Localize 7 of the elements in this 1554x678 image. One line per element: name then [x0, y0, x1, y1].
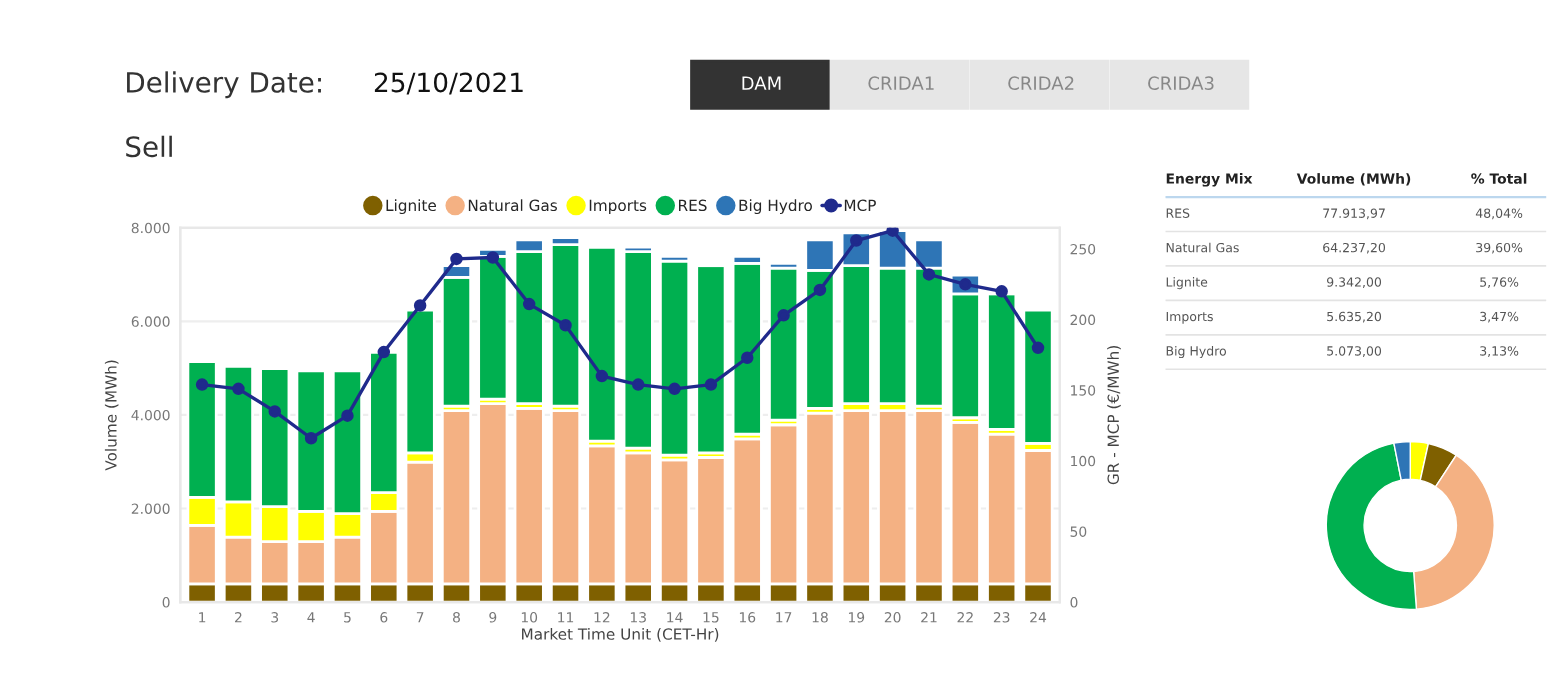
text: 25/10/2021: [374, 72, 523, 95]
text: DAM: [742, 76, 781, 90]
text: Delivery Date:: [127, 71, 321, 99]
text: Sell: [126, 135, 172, 158]
text: CRIDA2: [1008, 76, 1074, 90]
text: CRIDA3: [1148, 76, 1214, 90]
text: CRIDA1: [868, 76, 934, 90]
